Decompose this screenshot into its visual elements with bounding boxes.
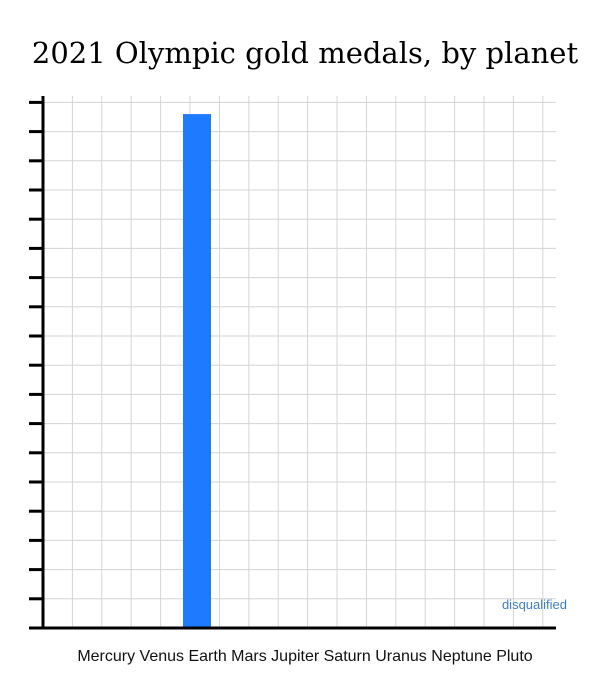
annotation-label: disqualified [502,597,567,612]
annotations: disqualified [502,597,567,612]
category-label-mercury: Mercury [77,648,135,665]
bar-earth [183,114,211,629]
bars [183,114,211,629]
category-label-mars: Mars [227,648,267,665]
category-label-row: Mercury Venus Earth Mars Jupiter Saturn … [77,648,532,665]
category-label-neptune: Neptune [427,648,492,665]
category-label-saturn: Saturn [319,648,371,665]
chart-title: 2021 Olympic gold medals, by planet [31,36,579,70]
grid-lines [43,96,556,628]
axes [29,96,556,630]
category-label-uranus: Uranus [371,648,427,665]
category-label-pluto: Pluto [492,648,533,665]
category-label-jupiter: Jupiter [267,648,320,665]
category-label-earth: Earth [184,648,227,665]
category-label-venus: Venus [135,648,184,665]
category-labels: Mercury Venus Earth Mars Jupiter Saturn … [77,648,532,665]
